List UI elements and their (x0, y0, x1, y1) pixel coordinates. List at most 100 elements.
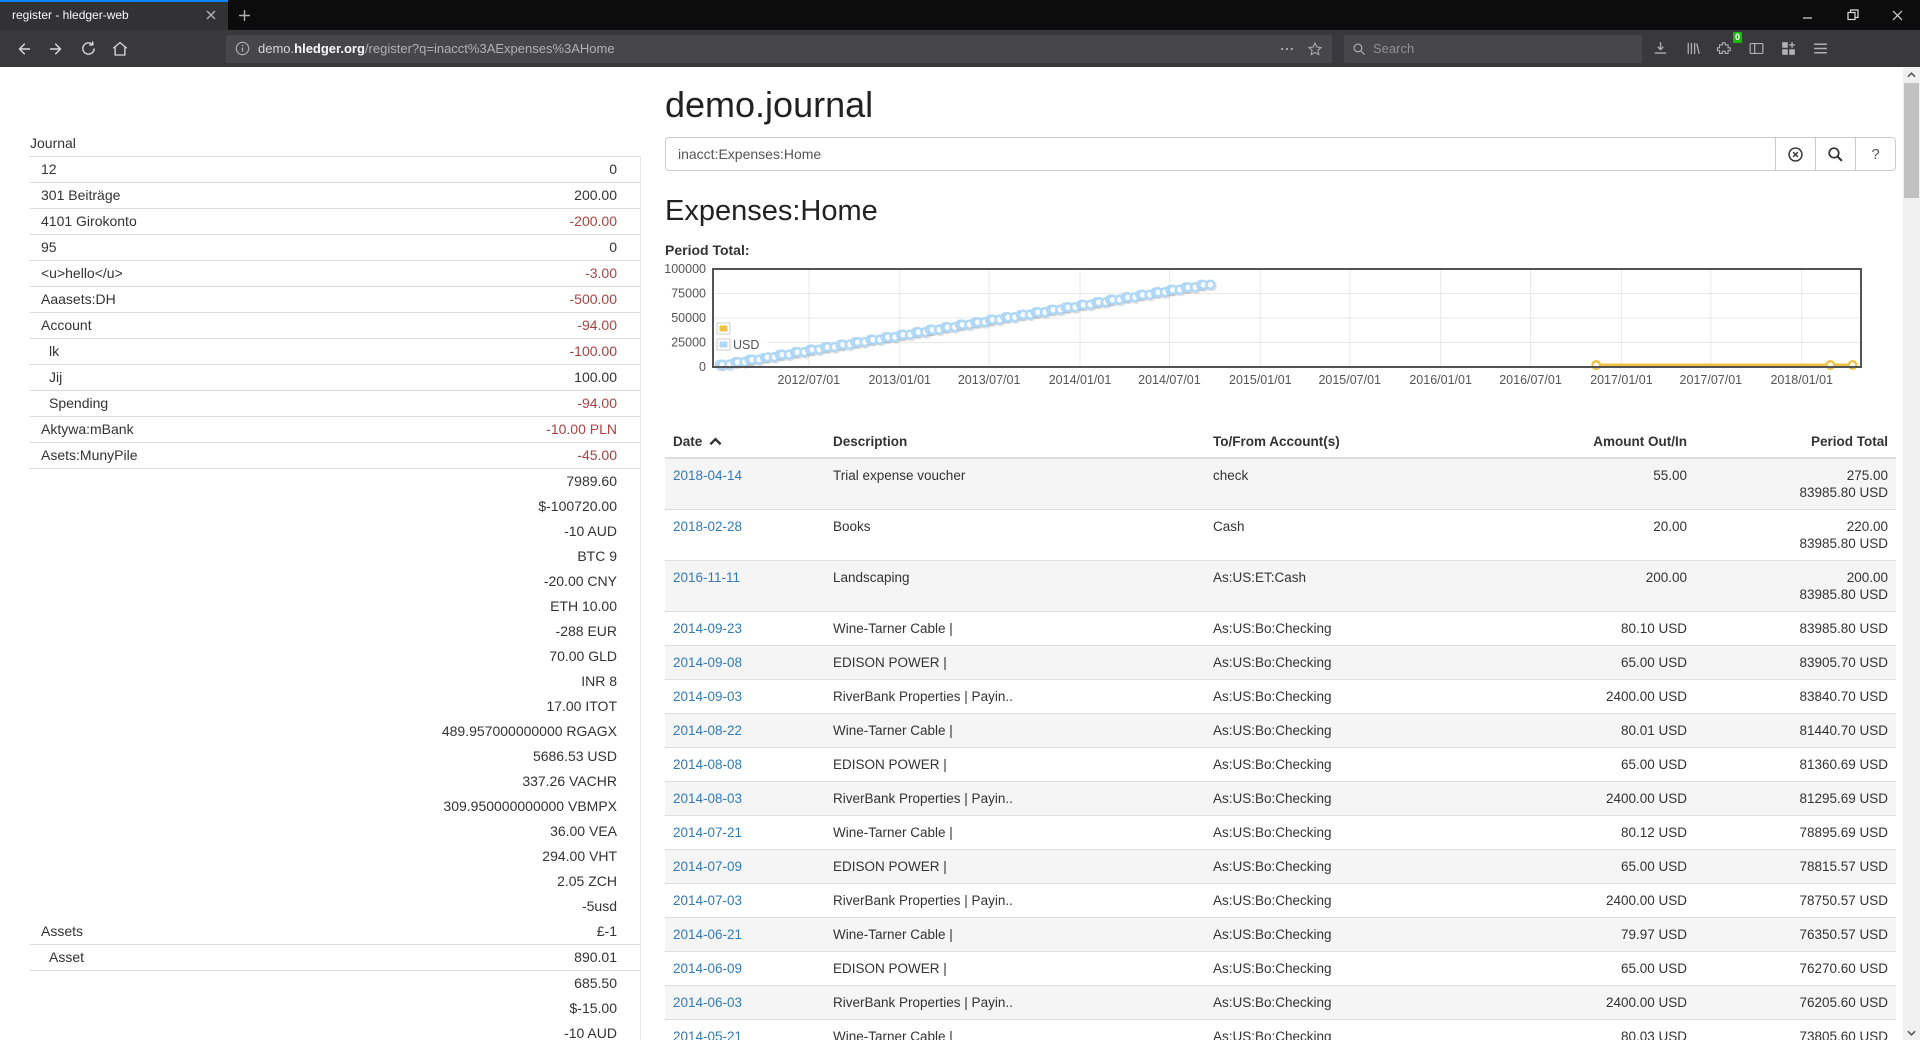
period-total: 76270.60 USD (1695, 952, 1896, 985)
page-actions-icon[interactable] (1276, 35, 1298, 63)
new-tab-button[interactable] (228, 0, 260, 30)
customize-grid-icon[interactable] (1774, 35, 1802, 63)
scroll-down-arrow[interactable] (1903, 1025, 1920, 1040)
svg-text:2013/07/01: 2013/07/01 (958, 373, 1021, 387)
transaction-date-link[interactable]: 2016-11-11 (673, 570, 741, 585)
account-link[interactable]: 95 (41, 239, 57, 255)
transaction-date-link[interactable]: 2018-04-14 (673, 468, 743, 483)
transaction-account: As:US:Bo:Checking (1213, 961, 1332, 976)
transaction-date-link[interactable]: 2014-07-03 (673, 893, 743, 908)
journal-link[interactable]: Journal (30, 135, 76, 151)
account-link[interactable]: <u>hello</u> (41, 265, 123, 281)
register-row: 2016-11-11 Landscaping As:US:ET:Cash 200.00… (665, 560, 1896, 611)
account-link[interactable]: Asset (49, 949, 85, 965)
account-link[interactable]: Aaasets:DH (41, 291, 116, 307)
site-info-icon[interactable] (232, 39, 252, 59)
account-balance: 0 (609, 157, 617, 182)
help-button[interactable]: ? (1855, 137, 1896, 171)
balance-amount: 685.50 (574, 975, 617, 991)
svg-text:75000: 75000 (671, 287, 706, 301)
restore-button[interactable] (1830, 0, 1875, 30)
transaction-date-link[interactable]: 2014-08-03 (673, 791, 743, 806)
column-header-date[interactable]: Date (665, 426, 825, 457)
register-row: 2014-06-21 Wine-Tarner Cable | As:US:Bo:Ch… (665, 917, 1896, 951)
transaction-account: As:US:Bo:Checking (1213, 757, 1332, 772)
transaction-date-link[interactable]: 2014-09-08 (673, 655, 743, 670)
account-link[interactable]: 4101 Girokonto (41, 213, 137, 229)
scrollbar-thumb[interactable] (1904, 83, 1919, 198)
account-row: Spending -94.00 (30, 390, 640, 416)
close-button[interactable] (1875, 0, 1920, 30)
url-text[interactable]: demo.hledger.org/register?q=inacct%3AExp… (258, 41, 1270, 56)
extension-icon[interactable]: 0 (1710, 31, 1742, 63)
account-row: Assets 7989.60 $-100720.00 -10 AUD BTC 9 -20.… (30, 468, 640, 944)
page-content: Journal 12 0 301 Beiträge 200.00 4101 Giroko… (0, 67, 1920, 1040)
period-total-line: 83985.80 USD (1799, 621, 1888, 636)
account-link[interactable]: Jij (49, 369, 63, 385)
minimize-button[interactable] (1785, 0, 1830, 30)
account-balance: 200.00 (574, 183, 617, 208)
transaction-amount: 65.00 USD (1620, 655, 1687, 670)
back-icon[interactable] (10, 35, 38, 63)
search-icon (1352, 42, 1366, 56)
forward-icon[interactable] (42, 35, 70, 63)
transaction-date-link[interactable]: 2014-06-09 (673, 961, 743, 976)
balance-amount: 0 (609, 161, 617, 177)
balance-amount: -500.00 (569, 291, 617, 307)
search-submit-button[interactable] (1815, 137, 1856, 171)
bookmark-star-icon[interactable] (1304, 35, 1326, 63)
transaction-date-link[interactable]: 2014-05-21 (673, 1029, 743, 1040)
downloads-icon[interactable] (1646, 35, 1674, 63)
period-total: 81295.69 USD (1695, 782, 1896, 815)
svg-text:USD: USD (733, 338, 759, 352)
browser-search-bar[interactable]: Search (1344, 34, 1642, 63)
transaction-description: RiverBank Properties | Payin.. (833, 791, 1013, 806)
transaction-date-link[interactable]: 2014-07-09 (673, 859, 743, 874)
active-tab-stripe (0, 0, 228, 2)
transaction-date-link[interactable]: 2014-06-21 (673, 927, 743, 942)
tab-close-icon[interactable] (202, 6, 220, 24)
svg-text:2015/07/01: 2015/07/01 (1318, 373, 1381, 387)
period-total-line: 275.00 (1846, 468, 1888, 483)
account-link[interactable]: Asets:MunyPile (41, 447, 138, 463)
address-bar[interactable]: demo.hledger.org/register?q=inacct%3AExp… (226, 34, 1332, 63)
account-link[interactable]: Aktywa:mBank (41, 421, 134, 437)
account-balance: -45.00 (577, 443, 617, 468)
menu-hamburger-icon[interactable] (1806, 35, 1834, 63)
transaction-date-link[interactable]: 2014-06-03 (673, 995, 743, 1010)
library-icon[interactable] (1678, 35, 1706, 63)
transaction-date-link[interactable]: 2014-09-03 (673, 689, 743, 704)
clear-query-button[interactable] (1775, 137, 1816, 171)
transaction-date-link[interactable]: 2018-02-28 (673, 519, 743, 534)
scroll-up-arrow[interactable] (1903, 67, 1920, 82)
transaction-date-link[interactable]: 2014-07-21 (673, 825, 743, 840)
account-row: Cash685.50$-15.00-10 AUD-30.00 USD (30, 970, 640, 1040)
transaction-account: As:US:Bo:Checking (1213, 927, 1332, 942)
account-link[interactable]: Assets (41, 923, 84, 939)
vertical-scrollbar[interactable] (1903, 67, 1920, 1040)
transaction-date-link[interactable]: 2014-08-22 (673, 723, 743, 738)
account-link[interactable]: 301 Beiträge (41, 187, 121, 203)
account-balance: 890.01 (574, 945, 617, 970)
query-input[interactable] (665, 137, 1776, 171)
query-form: ? (665, 137, 1896, 171)
home-icon[interactable] (106, 35, 134, 63)
reload-icon[interactable] (74, 35, 102, 63)
url-path: /register?q=inacct%3AExpenses%3AHome (364, 41, 615, 56)
sidebars-icon[interactable] (1742, 35, 1770, 63)
browser-tab[interactable]: register - hledger-web (0, 0, 228, 30)
transaction-amount: 200.00 (1645, 570, 1687, 585)
account-link[interactable]: Account (41, 317, 92, 333)
transaction-date-link[interactable]: 2014-08-08 (673, 757, 743, 772)
url-subdomain: demo. (258, 41, 295, 56)
window-controls (1785, 0, 1920, 30)
account-row: Asset 890.01 (30, 944, 640, 970)
account-balance: -94.00 (577, 391, 617, 416)
account-link[interactable]: Spending (49, 395, 109, 411)
transaction-description: Trial expense voucher (833, 468, 966, 483)
account-link[interactable]: 12 (41, 161, 57, 177)
account-link[interactable]: lk (49, 343, 60, 359)
transaction-amount: 65.00 USD (1620, 961, 1687, 976)
transaction-date-link[interactable]: 2014-09-23 (673, 621, 743, 636)
